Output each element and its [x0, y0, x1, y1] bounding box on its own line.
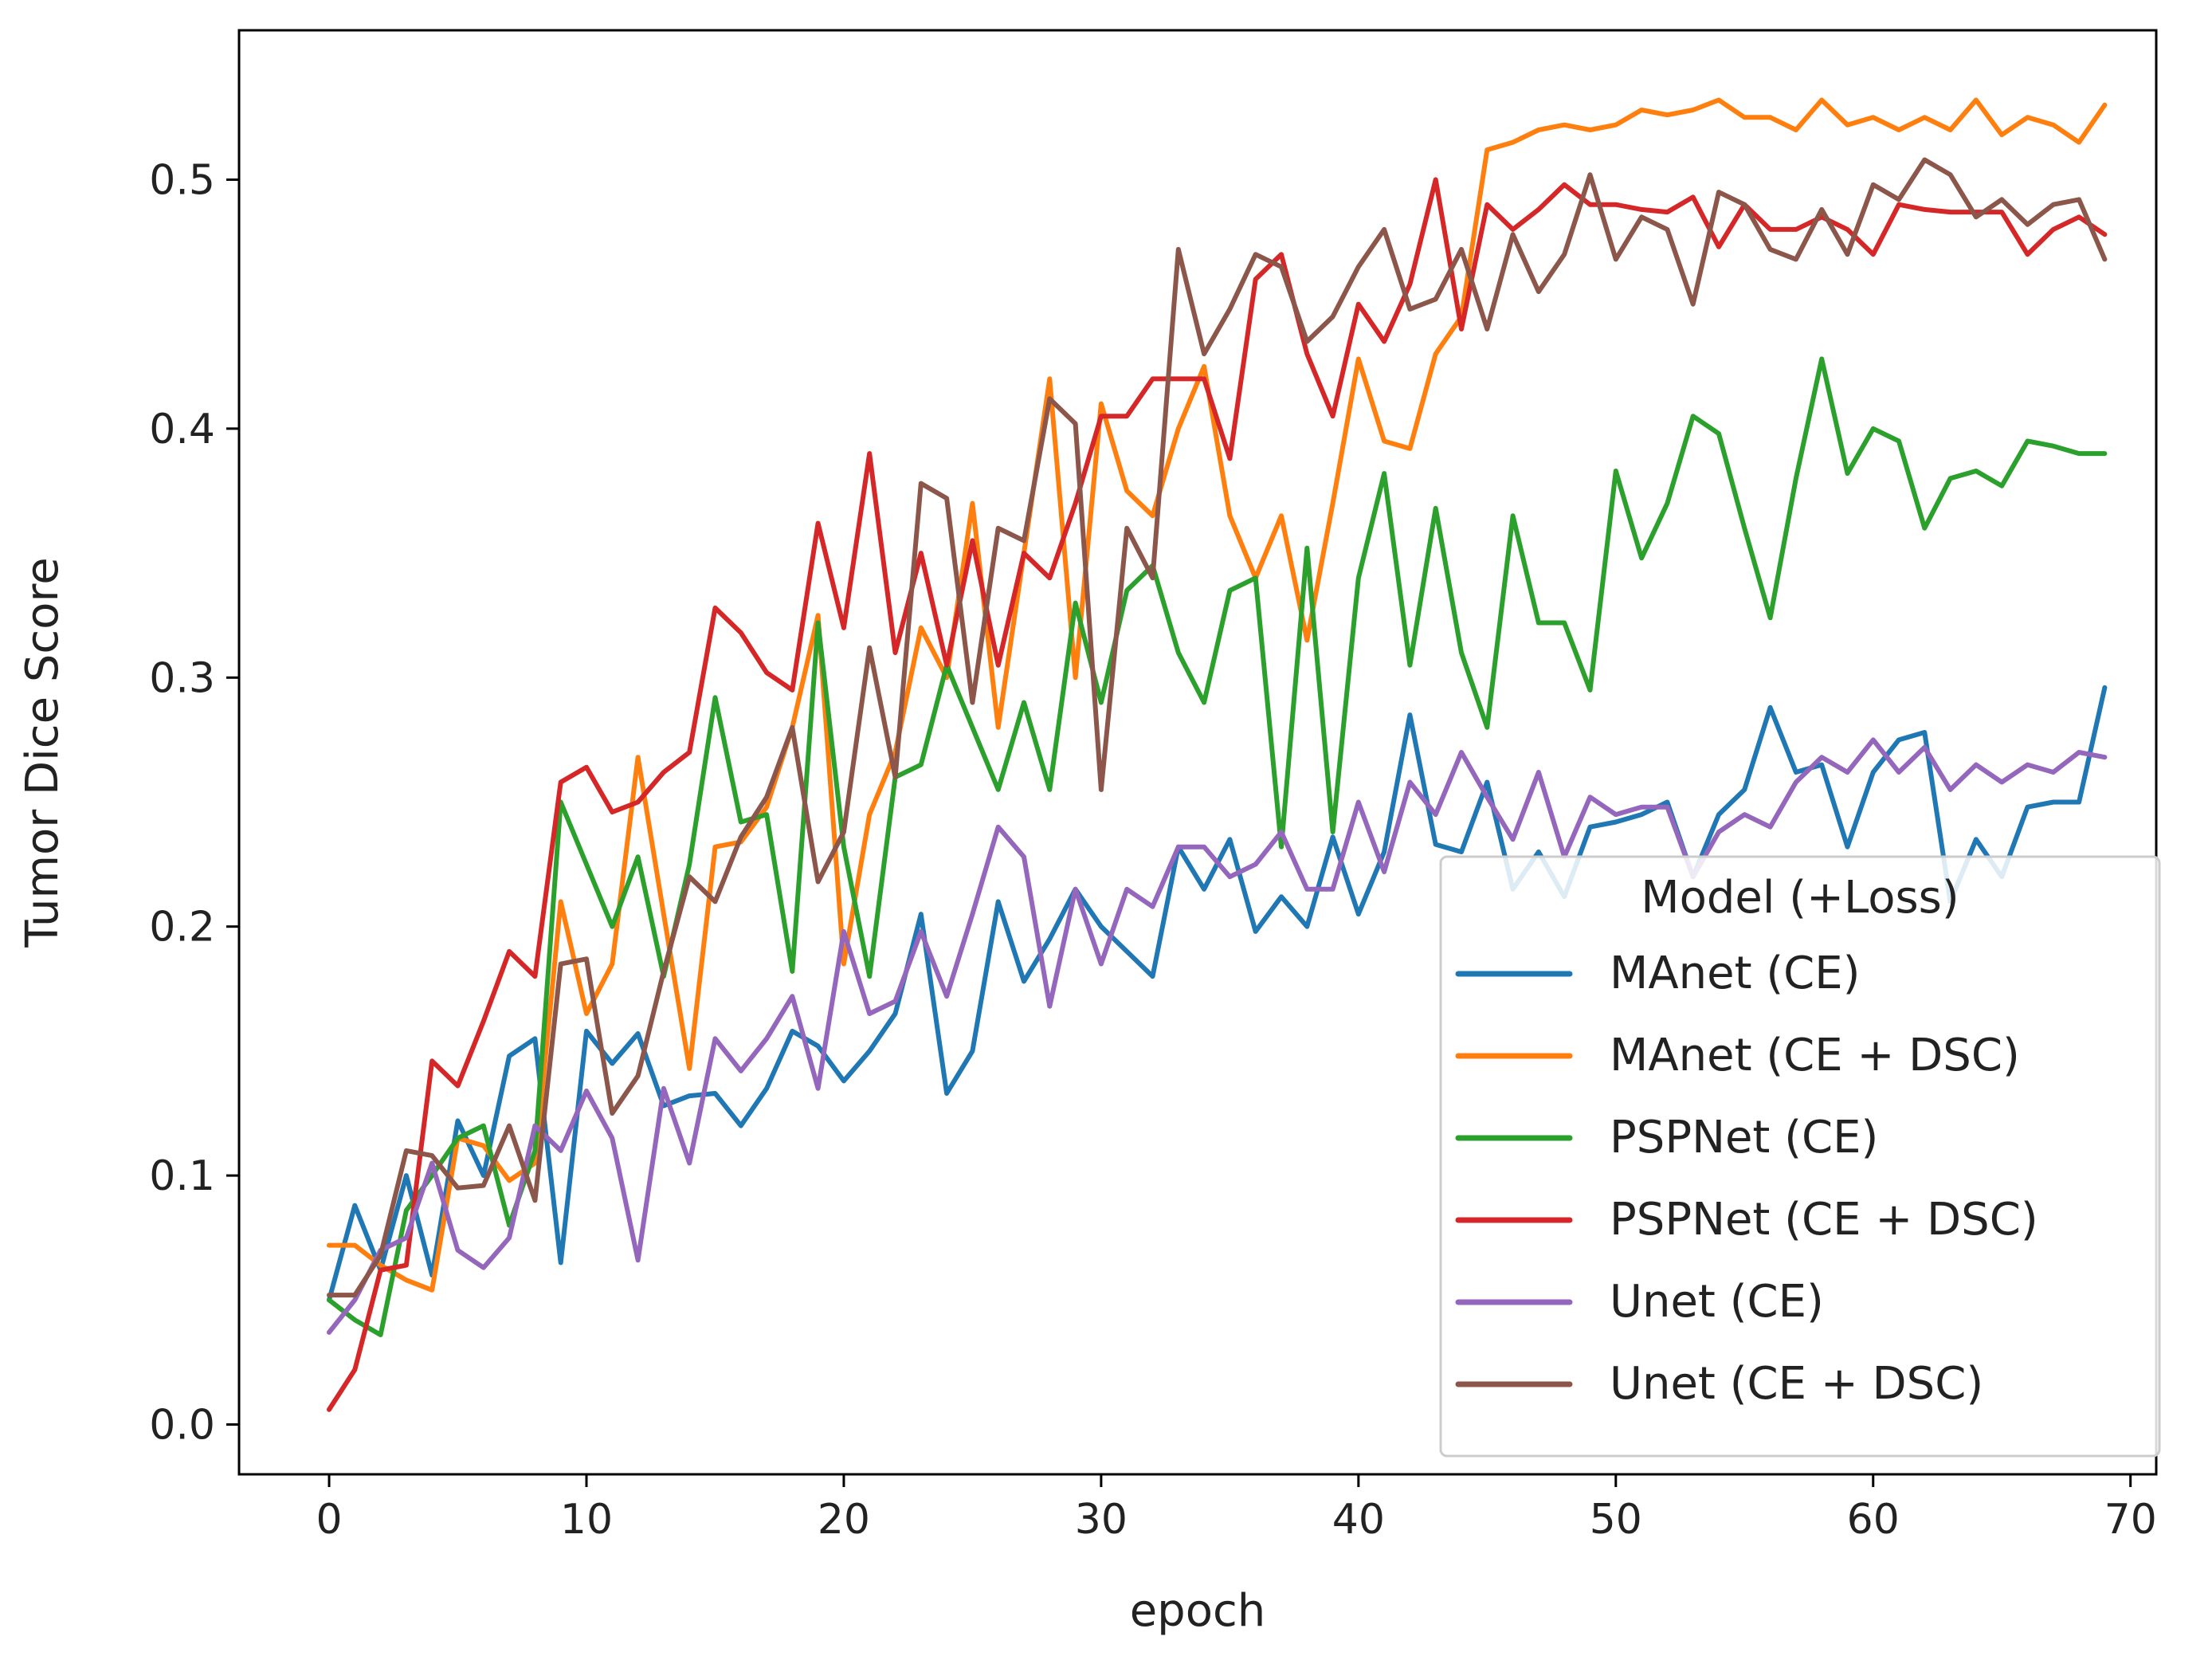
x-tick-label: 60	[1847, 1496, 1900, 1544]
y-tick-label: 0.3	[149, 654, 215, 702]
legend-label: PSPNet (CE)	[1610, 1112, 1878, 1164]
series-line-5	[327, 737, 2108, 1335]
legend-title: Model (+Loss)	[1641, 872, 1959, 924]
plot-frame	[237, 29, 2158, 1476]
x-axis: 0 10 20 30 40 50 60 70	[316, 1474, 2157, 1544]
y-axis-label: Tumor Dice Score	[17, 557, 69, 948]
x-tick-label: 0	[316, 1496, 342, 1544]
legend-label: PSPNet (CE + DSC)	[1610, 1194, 2038, 1246]
series-line-3	[327, 356, 2108, 1337]
x-tick-label: 70	[2104, 1496, 2157, 1544]
series-line-2	[327, 97, 2108, 1293]
legend-label: MAnet (CE + DSC)	[1610, 1030, 2020, 1081]
x-tick-label: 30	[1075, 1496, 1128, 1544]
series-line-4	[327, 177, 2108, 1412]
y-tick-label: 0.1	[149, 1152, 215, 1200]
x-tick-label: 20	[818, 1496, 870, 1544]
y-tick-label: 0.5	[149, 156, 215, 204]
legend-box	[1439, 855, 2161, 1458]
legend-label: Unet (CE)	[1610, 1276, 1824, 1328]
y-tick-label: 0.0	[149, 1402, 215, 1450]
y-axis: 0.0 0.1 0.2 0.3 0.4 0.5	[149, 156, 239, 1450]
legend-label: MAnet (CE)	[1610, 948, 1861, 999]
x-tick-label: 50	[1590, 1496, 1642, 1544]
x-tick-label: 40	[1332, 1496, 1385, 1544]
y-tick-label: 0.2	[149, 904, 215, 952]
legend-label: Unet (CE + DSC)	[1610, 1358, 1983, 1410]
series-line-6	[327, 157, 2108, 1298]
series-layer	[327, 97, 2108, 1412]
x-tick-label: 10	[560, 1496, 613, 1544]
x-axis-label: epoch	[1130, 1585, 1266, 1637]
legend: Model (+Loss) MAnet (CE) MAnet (CE + DSC)…	[1439, 855, 2161, 1458]
legend-items: MAnet (CE) MAnet (CE + DSC) PSPNet (CE) PSP…	[1455, 948, 2038, 1410]
y-tick-label: 0.4	[149, 406, 215, 453]
